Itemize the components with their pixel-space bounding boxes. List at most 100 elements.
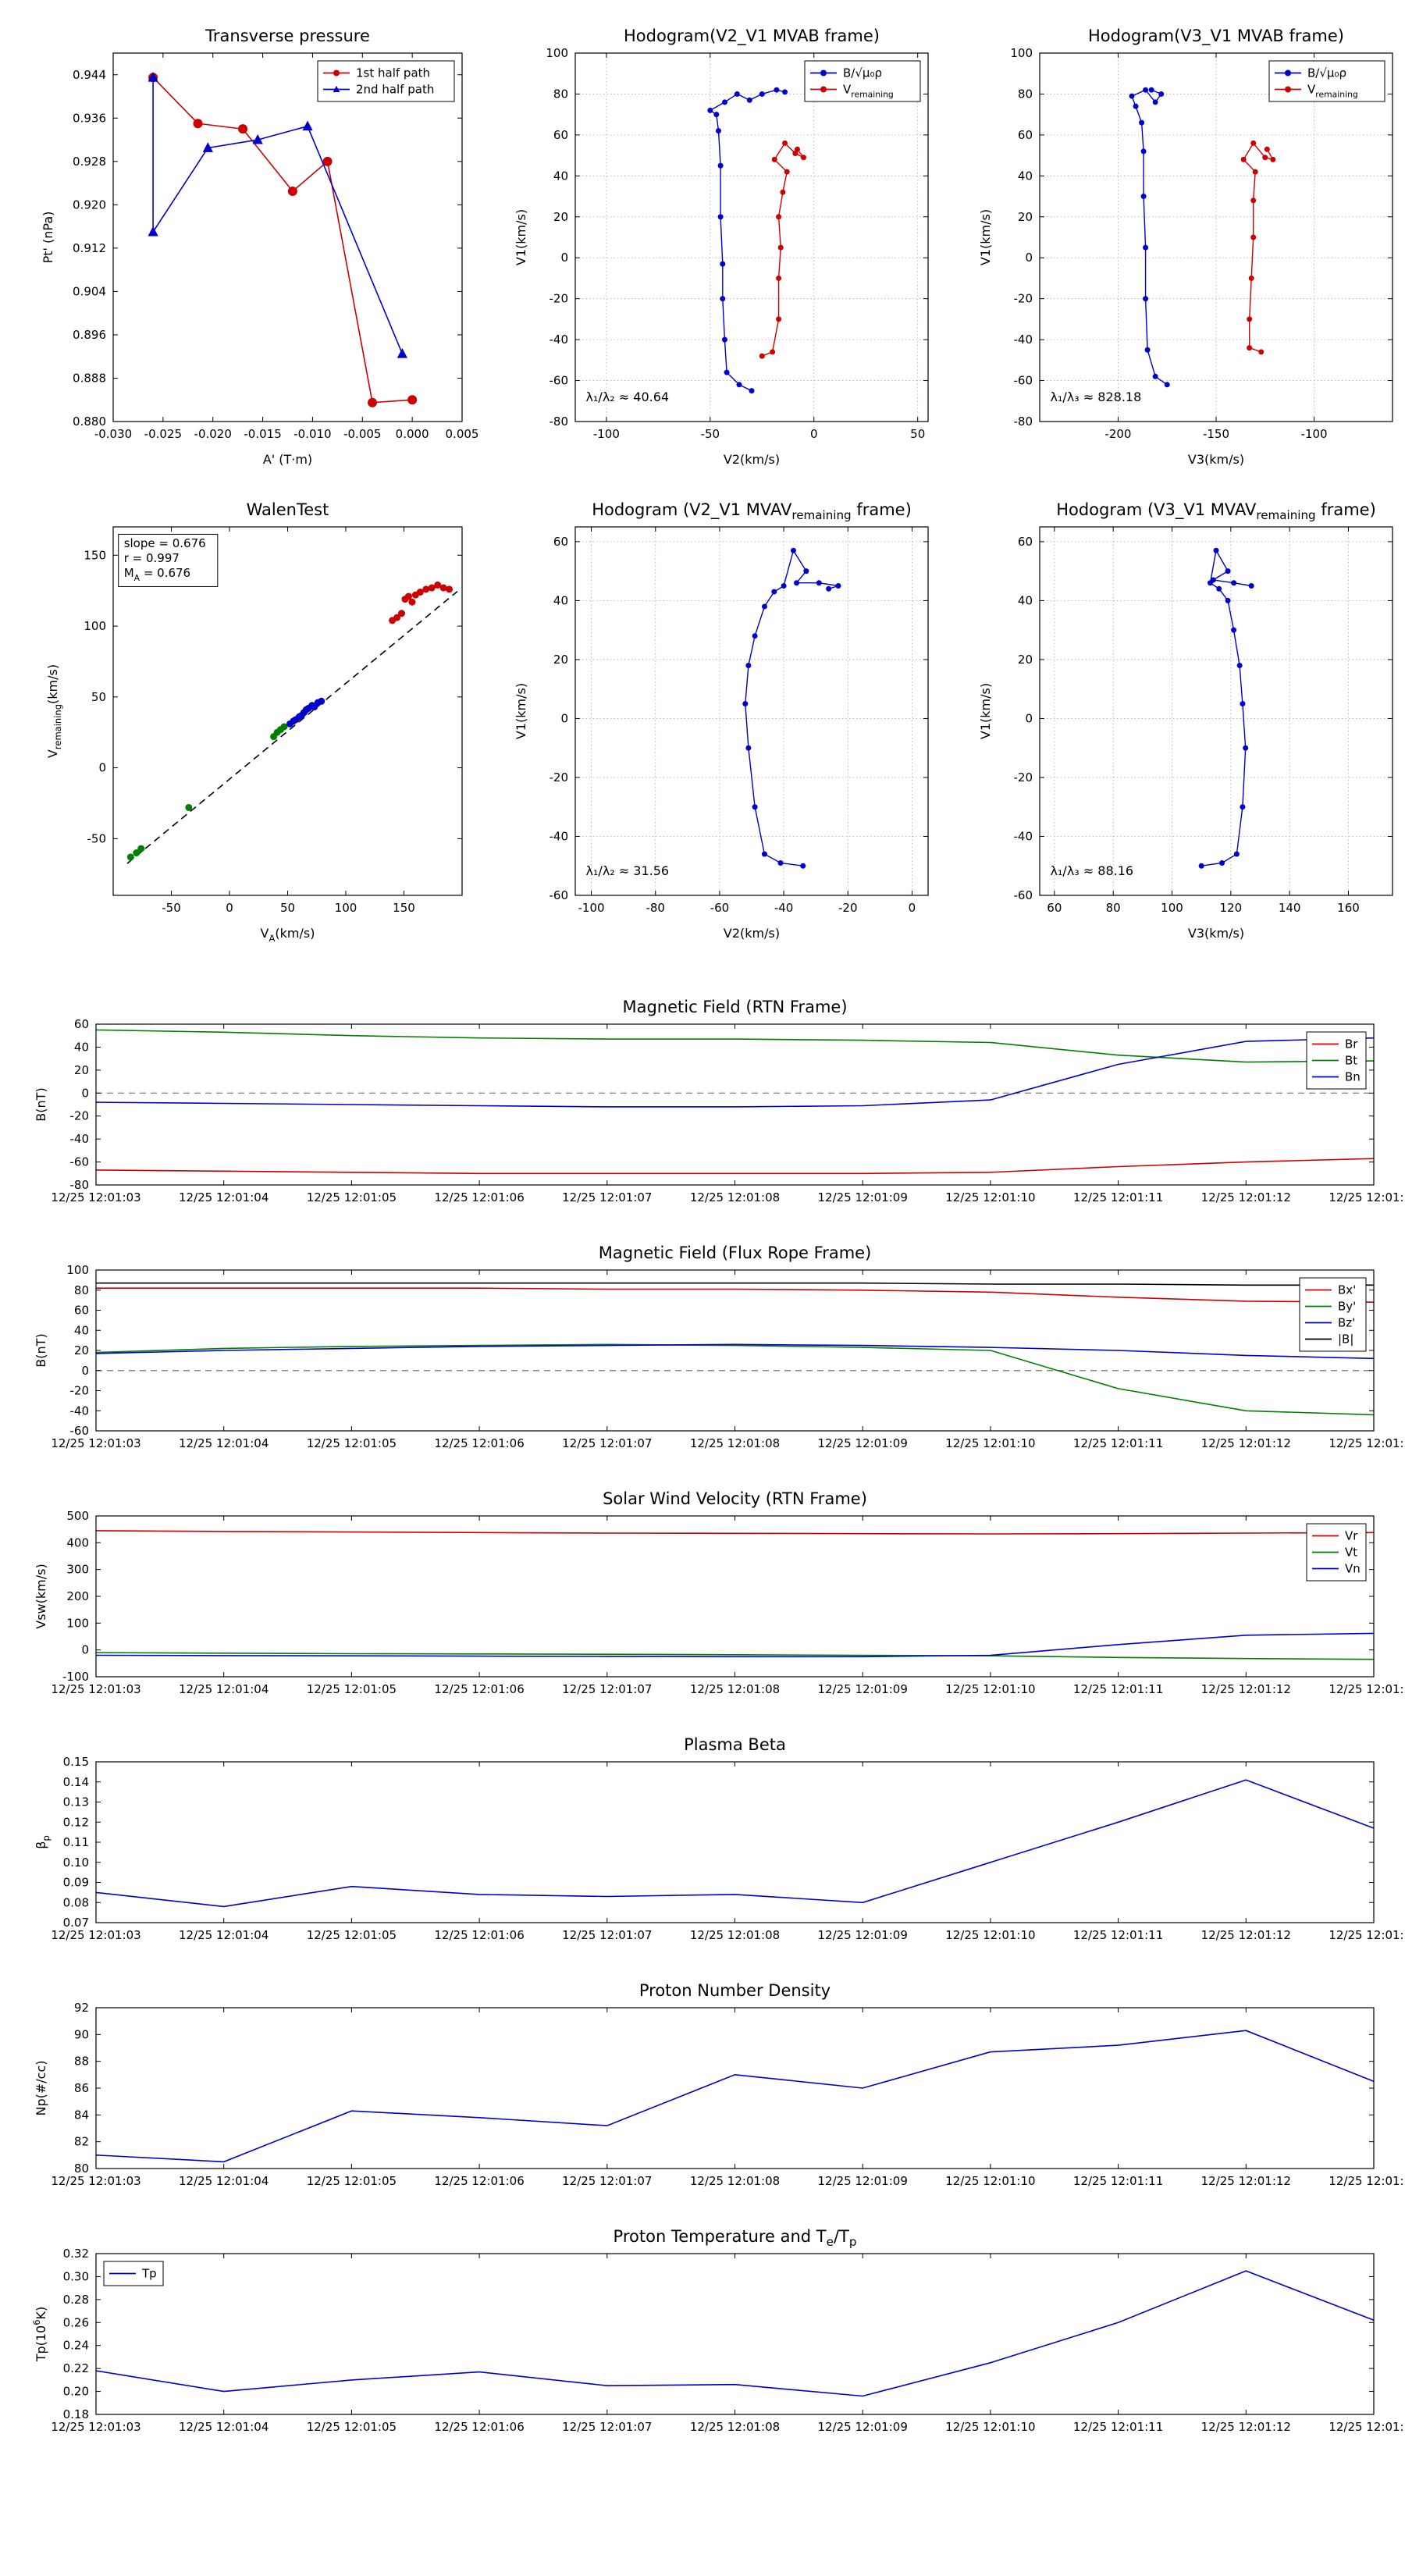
svg-text:60: 60	[74, 1017, 89, 1031]
svg-text:40: 40	[74, 1323, 89, 1337]
svg-text:86: 86	[74, 2081, 89, 2095]
svg-text:12/25 12:01:05: 12/25 12:01:05	[307, 1928, 397, 1942]
svg-text:-20: -20	[838, 901, 858, 915]
svg-text:0: 0	[81, 1086, 89, 1100]
svg-text:12/25 12:01:11: 12/25 12:01:11	[1073, 1928, 1163, 1942]
svg-text:-60: -60	[70, 1424, 90, 1438]
svg-text:Vr: Vr	[1345, 1529, 1358, 1543]
svg-text:-20: -20	[550, 292, 569, 306]
svg-text:12/25 12:01:11: 12/25 12:01:11	[1073, 1682, 1163, 1696]
svg-text:Vsw(km/s): Vsw(km/s)	[34, 1564, 48, 1628]
svg-text:12/25 12:01:13: 12/25 12:01:13	[1329, 2174, 1405, 2188]
svg-text:0: 0	[226, 901, 233, 915]
svg-text:-80: -80	[646, 901, 665, 915]
svg-text:Hodogram(V2_V1 MVAB frame): Hodogram(V2_V1 MVAB frame)	[624, 27, 880, 46]
svg-text:12/25 12:01:13: 12/25 12:01:13	[1329, 1928, 1405, 1942]
svg-text:0: 0	[98, 761, 106, 775]
svg-text:12/25 12:01:04: 12/25 12:01:04	[179, 1928, 269, 1942]
svg-text:12/25 12:01:09: 12/25 12:01:09	[818, 1436, 908, 1450]
svg-text:60: 60	[1047, 901, 1062, 915]
chart-proton-temperature: 12/25 12:01:03 12/25 12:01:04 12/25 12:01:…	[31, 2227, 1405, 2434]
svg-text:140: 140	[1279, 901, 1301, 915]
svg-text:0: 0	[909, 901, 916, 915]
svg-text:V1(km/s): V1(km/s)	[514, 683, 528, 739]
svg-text:0.888: 0.888	[73, 371, 106, 385]
svg-text:-60: -60	[70, 1155, 90, 1169]
svg-text:r = 0.997: r = 0.997	[124, 551, 180, 565]
svg-text:V3(km/s): V3(km/s)	[1188, 926, 1244, 941]
svg-text:-0.010: -0.010	[293, 427, 331, 441]
svg-text:0.896: 0.896	[73, 328, 106, 342]
svg-text:0.880: 0.880	[73, 415, 106, 429]
svg-text:12/25 12:01:06: 12/25 12:01:06	[434, 2420, 524, 2434]
svg-text:Hodogram (V3_V1 MVAVremaining: Hodogram (V3_V1 MVAVremaining frame)	[1056, 500, 1376, 522]
svg-text:0.26: 0.26	[63, 2315, 89, 2329]
svg-text:50: 50	[910, 427, 925, 441]
svg-text:V3(km/s): V3(km/s)	[1188, 452, 1244, 467]
svg-text:2nd half path: 2nd half path	[356, 83, 434, 97]
svg-text:-0.030: -0.030	[94, 427, 132, 441]
svg-text:-40: -40	[1014, 333, 1033, 347]
svg-text:V1(km/s): V1(km/s)	[978, 683, 993, 739]
svg-text:12/25 12:01:13: 12/25 12:01:13	[1329, 1436, 1405, 1450]
svg-text:0.24: 0.24	[63, 2339, 89, 2353]
svg-text:88: 88	[74, 2055, 89, 2069]
svg-text:0.920: 0.920	[73, 197, 106, 212]
svg-text:V1(km/s): V1(km/s)	[978, 209, 993, 265]
svg-text:Vremaining(km/s): Vremaining(km/s)	[45, 664, 63, 758]
svg-text:-50: -50	[701, 427, 720, 441]
svg-text:Proton Temperature and Te/Tp: Proton Temperature and Te/Tp	[614, 2227, 857, 2249]
svg-text:λ₁/λ₂ ≈ 31.56: λ₁/λ₂ ≈ 31.56	[586, 863, 670, 878]
svg-text:12/25 12:01:03: 12/25 12:01:03	[51, 1928, 140, 1942]
svg-text:Solar Wind Velocity (RTN Frame: Solar Wind Velocity (RTN Frame)	[603, 1489, 867, 1508]
svg-text:12/25 12:01:09: 12/25 12:01:09	[818, 1190, 908, 1204]
svg-text:12/25 12:01:08: 12/25 12:01:08	[690, 1928, 780, 1942]
chart-walen-test: -50 0 50 100 150 -50 0 50 100 150 WalenTest VA(km/s…	[45, 500, 463, 944]
svg-text:80: 80	[1106, 901, 1121, 915]
svg-text:12/25 12:01:06: 12/25 12:01:06	[434, 1190, 524, 1204]
svg-text:B(nT): B(nT)	[34, 1333, 48, 1367]
svg-text:12/25 12:01:04: 12/25 12:01:04	[179, 1682, 269, 1696]
svg-text:Vremaining: Vremaining	[843, 83, 894, 100]
svg-text:Bx': Bx'	[1338, 1283, 1356, 1297]
svg-text:12/25 12:01:05: 12/25 12:01:05	[307, 1190, 397, 1204]
svg-text:12/25 12:01:04: 12/25 12:01:04	[179, 2174, 269, 2188]
svg-text:60: 60	[553, 535, 568, 549]
svg-text:120: 120	[1220, 901, 1243, 915]
svg-text:12/25 12:01:10: 12/25 12:01:10	[945, 1190, 1035, 1204]
svg-text:0.13: 0.13	[63, 1795, 89, 1809]
svg-text:12/25 12:01:11: 12/25 12:01:11	[1073, 1190, 1163, 1204]
svg-text:V2(km/s): V2(km/s)	[724, 452, 780, 467]
svg-text:Np(#/cc): Np(#/cc)	[34, 2061, 48, 2116]
svg-text:12/25 12:01:11: 12/25 12:01:11	[1073, 1436, 1163, 1450]
svg-text:12/25 12:01:04: 12/25 12:01:04	[179, 1436, 269, 1450]
svg-text:150: 150	[393, 901, 415, 915]
svg-text:-40: -40	[550, 829, 569, 843]
svg-text:By': By'	[1338, 1300, 1356, 1314]
svg-text:B/√μ₀ρ: B/√μ₀ρ	[1307, 66, 1346, 80]
svg-text:12/25 12:01:12: 12/25 12:01:12	[1201, 1928, 1291, 1942]
chart-plasma-beta: 12/25 12:01:03 12/25 12:01:04 12/25 12:01:…	[34, 1735, 1405, 1942]
svg-text:0: 0	[1025, 251, 1033, 265]
svg-text:20: 20	[1018, 210, 1033, 224]
svg-text:0.32: 0.32	[63, 2247, 89, 2261]
svg-text:60: 60	[1018, 535, 1033, 549]
svg-text:100: 100	[84, 619, 106, 633]
svg-text:0.928: 0.928	[73, 155, 106, 169]
svg-text:0.20: 0.20	[63, 2385, 89, 2399]
svg-text:12/25 12:01:13: 12/25 12:01:13	[1329, 2420, 1405, 2434]
svg-text:Hodogram (V2_V1 MVAVremaining: Hodogram (V2_V1 MVAVremaining frame)	[592, 500, 912, 522]
svg-text:12/25 12:01:12: 12/25 12:01:12	[1201, 2174, 1291, 2188]
svg-text:500: 500	[66, 1509, 89, 1523]
svg-text:200: 200	[66, 1589, 89, 1603]
svg-text:12/25 12:01:05: 12/25 12:01:05	[307, 2420, 397, 2434]
svg-text:Vt: Vt	[1345, 1546, 1357, 1560]
svg-text:12/25 12:01:13: 12/25 12:01:13	[1329, 1190, 1405, 1204]
svg-text:12/25 12:01:10: 12/25 12:01:10	[945, 1682, 1035, 1696]
svg-text:400: 400	[66, 1535, 89, 1550]
svg-text:12/25 12:01:08: 12/25 12:01:08	[690, 2174, 780, 2188]
svg-text:100: 100	[1010, 46, 1033, 60]
svg-text:-200: -200	[1104, 427, 1131, 441]
svg-text:VA(km/s): VA(km/s)	[261, 926, 315, 944]
svg-text:Tp(106K): Tp(106K)	[31, 2307, 48, 2363]
